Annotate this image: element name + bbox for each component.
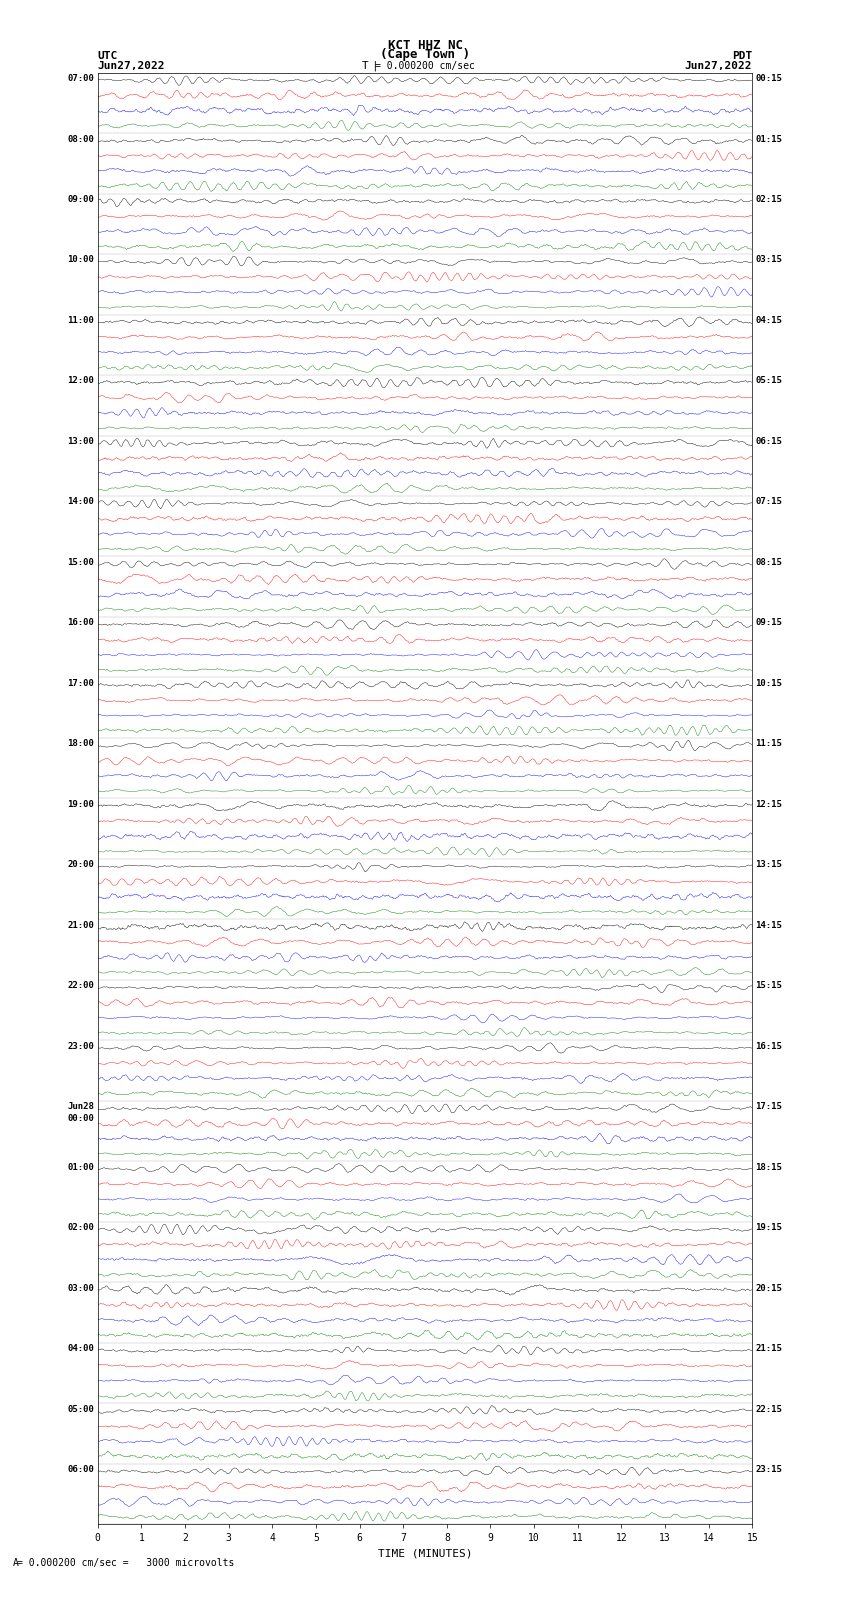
Text: 06:00: 06:00 bbox=[68, 1465, 94, 1474]
Text: 19:15: 19:15 bbox=[756, 1223, 782, 1232]
Text: Jun27,2022: Jun27,2022 bbox=[98, 61, 165, 71]
Text: T: T bbox=[362, 61, 369, 71]
Text: 22:00: 22:00 bbox=[68, 981, 94, 990]
Text: 05:00: 05:00 bbox=[68, 1405, 94, 1413]
Text: 07:00: 07:00 bbox=[68, 74, 94, 82]
Text: 17:00: 17:00 bbox=[68, 679, 94, 687]
Text: A: A bbox=[13, 1558, 19, 1568]
X-axis label: TIME (MINUTES): TIME (MINUTES) bbox=[377, 1548, 473, 1558]
Text: Jun27,2022: Jun27,2022 bbox=[685, 61, 752, 71]
Text: Jun28: Jun28 bbox=[68, 1102, 94, 1111]
Text: 16:15: 16:15 bbox=[756, 1042, 782, 1050]
Text: 08:00: 08:00 bbox=[68, 134, 94, 144]
Text: 21:00: 21:00 bbox=[68, 921, 94, 929]
Text: 02:00: 02:00 bbox=[68, 1223, 94, 1232]
Text: 04:00: 04:00 bbox=[68, 1344, 94, 1353]
Text: UTC: UTC bbox=[98, 52, 118, 61]
Text: PDT: PDT bbox=[732, 52, 752, 61]
Text: = 0.000200 cm/sec: = 0.000200 cm/sec bbox=[375, 61, 475, 71]
Text: 00:15: 00:15 bbox=[756, 74, 782, 82]
Text: 13:15: 13:15 bbox=[756, 860, 782, 869]
Text: 05:15: 05:15 bbox=[756, 376, 782, 386]
Text: 09:15: 09:15 bbox=[756, 618, 782, 627]
Text: 23:15: 23:15 bbox=[756, 1465, 782, 1474]
Text: 18:15: 18:15 bbox=[756, 1163, 782, 1171]
Text: |: | bbox=[371, 60, 377, 71]
Text: 06:15: 06:15 bbox=[756, 437, 782, 445]
Text: 15:00: 15:00 bbox=[68, 558, 94, 566]
Text: 11:15: 11:15 bbox=[756, 739, 782, 748]
Text: 19:00: 19:00 bbox=[68, 800, 94, 808]
Text: 03:15: 03:15 bbox=[756, 255, 782, 265]
Text: 08:15: 08:15 bbox=[756, 558, 782, 566]
Text: 10:15: 10:15 bbox=[756, 679, 782, 687]
Text: 03:00: 03:00 bbox=[68, 1284, 94, 1292]
Text: 07:15: 07:15 bbox=[756, 497, 782, 506]
Text: 20:00: 20:00 bbox=[68, 860, 94, 869]
Text: 04:15: 04:15 bbox=[756, 316, 782, 324]
Text: 15:15: 15:15 bbox=[756, 981, 782, 990]
Text: 17:15: 17:15 bbox=[756, 1102, 782, 1111]
Text: 16:00: 16:00 bbox=[68, 618, 94, 627]
Text: 21:15: 21:15 bbox=[756, 1344, 782, 1353]
Text: 00:00: 00:00 bbox=[68, 1115, 94, 1123]
Text: 23:00: 23:00 bbox=[68, 1042, 94, 1050]
Text: 01:15: 01:15 bbox=[756, 134, 782, 144]
Text: KCT HHZ NC: KCT HHZ NC bbox=[388, 39, 462, 52]
Text: 10:00: 10:00 bbox=[68, 255, 94, 265]
Text: 20:15: 20:15 bbox=[756, 1284, 782, 1292]
Text: 01:00: 01:00 bbox=[68, 1163, 94, 1171]
Text: (Cape Town ): (Cape Town ) bbox=[380, 48, 470, 61]
Text: 02:15: 02:15 bbox=[756, 195, 782, 203]
Text: 14:00: 14:00 bbox=[68, 497, 94, 506]
Text: 12:15: 12:15 bbox=[756, 800, 782, 808]
Text: 18:00: 18:00 bbox=[68, 739, 94, 748]
Text: 13:00: 13:00 bbox=[68, 437, 94, 445]
Text: = 0.000200 cm/sec =   3000 microvolts: = 0.000200 cm/sec = 3000 microvolts bbox=[17, 1558, 235, 1568]
Text: 14:15: 14:15 bbox=[756, 921, 782, 929]
Text: 09:00: 09:00 bbox=[68, 195, 94, 203]
Text: 22:15: 22:15 bbox=[756, 1405, 782, 1413]
Text: 11:00: 11:00 bbox=[68, 316, 94, 324]
Text: 12:00: 12:00 bbox=[68, 376, 94, 386]
